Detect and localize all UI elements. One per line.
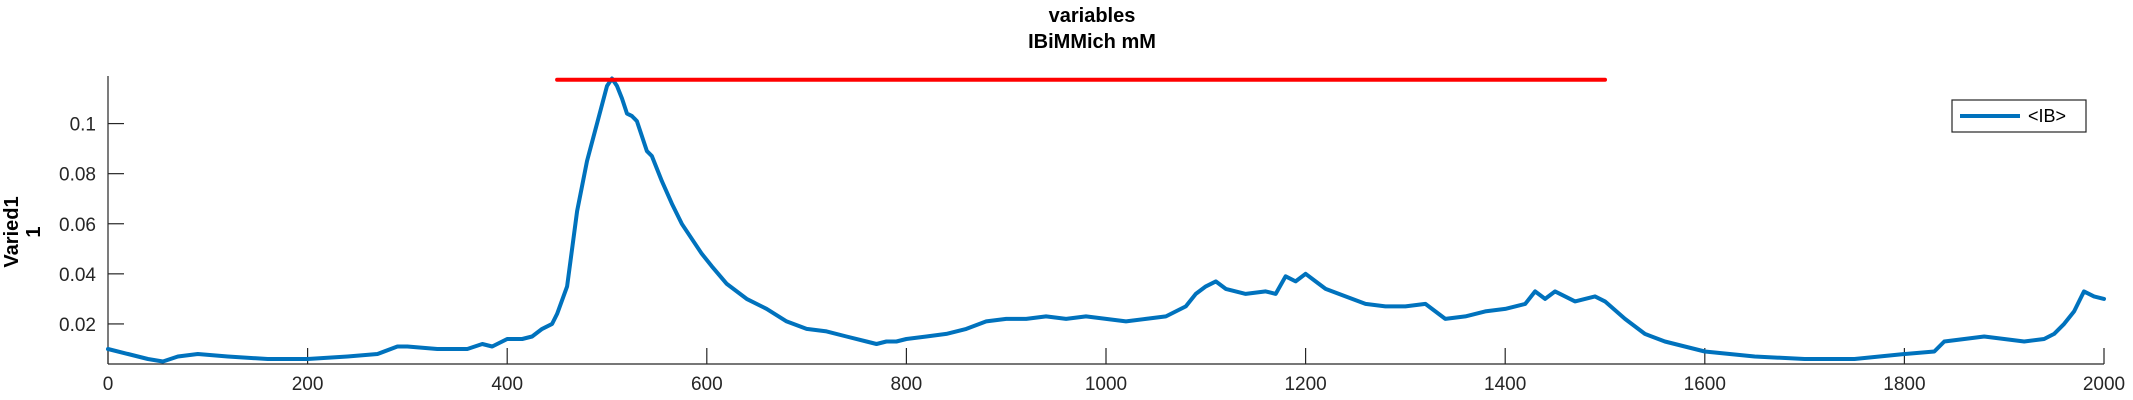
x-tick-label: 1200 bbox=[1284, 374, 1326, 395]
series-line-ib bbox=[106, 76, 2106, 364]
y-tick-label: 0.06 bbox=[59, 215, 96, 236]
plot-axes: 0 200 400 600 800 1000 1200 1400 1600 1800 2000 0.0… bbox=[59, 76, 2125, 395]
x-tick-label: 1800 bbox=[1883, 374, 1925, 395]
legend: <IB> bbox=[1951, 99, 2087, 133]
y-tick-label: 0.02 bbox=[59, 315, 96, 336]
y-tick-label: 0.04 bbox=[59, 265, 96, 286]
x-tick-label: 1000 bbox=[1085, 374, 1127, 395]
x-tick-label: 400 bbox=[491, 374, 523, 395]
y-axis-label: Varied1 bbox=[1, 196, 23, 267]
x-tick-label: 600 bbox=[691, 374, 723, 395]
x-tick-label: 800 bbox=[891, 374, 923, 395]
chart-subtitle: IBiMMich mM bbox=[1028, 31, 1156, 53]
x-tick-label: 1600 bbox=[1684, 374, 1726, 395]
legend-entry-ib: <IB> bbox=[2028, 106, 2066, 126]
x-tick-label: 200 bbox=[292, 374, 324, 395]
y-tick-label: 0.08 bbox=[59, 165, 96, 186]
x-tick-label: 1400 bbox=[1484, 374, 1526, 395]
chart-title: variables bbox=[1049, 5, 1136, 27]
series-layer bbox=[106, 76, 2106, 364]
x-tick-label: 2000 bbox=[2083, 374, 2125, 395]
x-tick-label: 0 bbox=[103, 374, 114, 395]
y-tick-label: 0.1 bbox=[70, 115, 96, 136]
y-axis-label-line2: 1 bbox=[23, 226, 45, 237]
